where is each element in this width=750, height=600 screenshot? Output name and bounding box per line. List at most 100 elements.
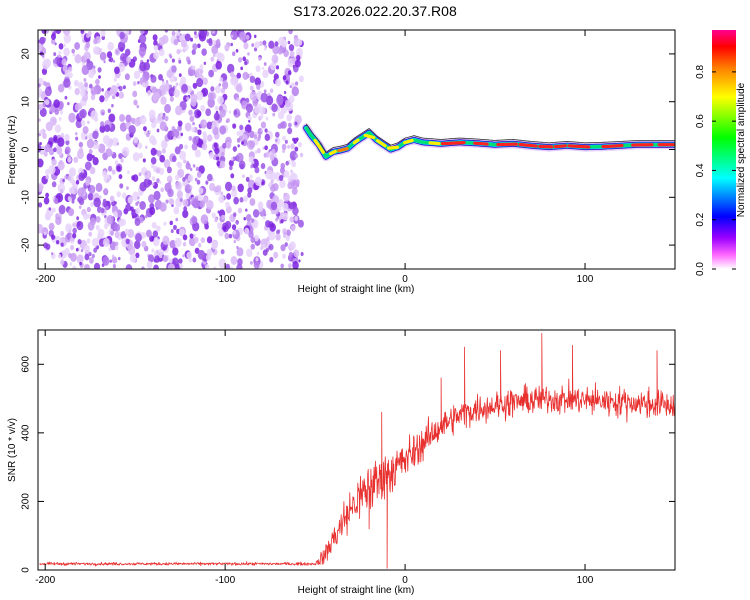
spectrogram-noise-cell: [133, 99, 138, 106]
spectrogram-noise-cell: [239, 31, 247, 41]
spectrogram-noise-cell: [74, 79, 79, 87]
spectrogram-noise-cell: [170, 229, 174, 234]
spectrogram-noise-cell: [68, 112, 76, 123]
spectrogram-noise-cell: [91, 237, 99, 247]
spectrogram-noise-cell: [85, 179, 90, 186]
spectrogram-noise-cell: [238, 57, 243, 63]
spectrogram-noise-cell: [247, 115, 251, 120]
colorbar-tick-label: 0.6: [695, 114, 706, 128]
spectrogram-noise-cell: [186, 96, 190, 101]
spectrogram-noise-cell: [51, 181, 57, 188]
spectrogram-noise-cell: [235, 97, 239, 101]
spectrogram-noise-cell: [61, 58, 67, 66]
spectrogram-noise-cell: [38, 42, 43, 51]
spectrogram-noise-cell: [148, 194, 155, 204]
spectrogram-noise-cell: [58, 116, 62, 121]
spectrogram-noise-cell: [197, 129, 202, 136]
spectrogram-noise-cell: [264, 128, 268, 133]
colorbar-tick-label: 0.4: [695, 163, 706, 177]
snr-ytick-label: 400: [21, 424, 32, 441]
spectrogram-noise-cell: [224, 44, 230, 52]
spectrogram-noise-cell: [74, 103, 81, 111]
spectrogram-noise-cell: [253, 261, 260, 269]
spectrogram-noise-cell: [120, 158, 124, 163]
spectrogram-noise-cell: [44, 99, 50, 106]
spectrogram-ytick-label: 20: [21, 48, 32, 60]
spectrogram-noise-cell: [235, 221, 239, 225]
spectrogram-noise-cell: [92, 156, 99, 166]
spectrogram-noise-cell: [105, 200, 111, 208]
spectrogram-noise-cell: [198, 187, 204, 195]
spectrogram-noise-cell: [38, 144, 42, 153]
spectrogram-noise-cell: [220, 249, 225, 255]
spectrogram-track-peak: [518, 142, 538, 148]
spectrogram-noise-cell: [57, 253, 62, 259]
spectrogram-noise-cell: [159, 202, 167, 212]
spectrogram-noise-cell: [151, 248, 155, 253]
spectrogram-noise-cell: [121, 192, 127, 199]
spectrogram-noise-cell: [191, 216, 198, 225]
spectrogram-noise-cell: [68, 230, 72, 234]
spectrogram-noise-cell: [95, 182, 103, 193]
spectrogram-noise-cell: [116, 165, 121, 172]
spectrogram-noise-cell: [146, 261, 153, 269]
spectrogram-noise-cell: [224, 232, 230, 240]
spectrogram-noise-cell: [84, 253, 90, 261]
spectrogram-noise-cell: [111, 104, 114, 108]
spectrogram-noise-cell: [150, 157, 157, 165]
spectrogram-noise-cell: [144, 214, 148, 219]
spectrogram-noise-cell: [236, 245, 239, 249]
spectrogram-noise-cell: [221, 151, 225, 157]
colorbar-label: Normalized spectral amplitude: [736, 82, 747, 217]
spectrogram-noise-cell: [109, 241, 117, 251]
spectrogram-noise-cell: [287, 40, 291, 45]
spectrogram-noise-cell: [139, 30, 145, 35]
spectrogram-noise-cell: [300, 251, 304, 256]
spectrogram-noise-cell: [56, 146, 63, 155]
spectrogram-xtick-label: 100: [577, 274, 594, 285]
spectrogram-noise-cell: [164, 103, 171, 114]
spectrogram-noise-cell: [171, 65, 177, 73]
spectrogram-noise-cell: [71, 199, 75, 204]
spectrogram-noise-cell: [110, 230, 115, 236]
spectrogram-noise-cell: [242, 71, 249, 81]
spectrogram-noise-cell: [294, 215, 299, 222]
spectrogram-noise-cell: [161, 78, 165, 82]
spectrogram-noise-cell: [199, 200, 206, 208]
spectrogram-noise-cell: [248, 230, 254, 239]
spectrogram-noise-cell: [72, 222, 76, 228]
spectrogram-noise-cell: [88, 132, 94, 141]
spectrogram-noise-cell: [111, 169, 116, 175]
spectrogram-noise-cell: [53, 136, 58, 143]
spectrogram-noise-cell: [119, 114, 126, 122]
spectrogram-noise-cell: [138, 152, 144, 159]
spectrogram-noise-cell: [184, 33, 191, 42]
spectrogram-noise-cell: [108, 113, 116, 123]
spectrogram-noise-cell: [153, 118, 159, 125]
spectrogram-noise-cell: [291, 86, 299, 97]
spectrogram-noise-cell: [230, 256, 238, 265]
spectrogram-noise-cell: [163, 221, 167, 226]
spectrogram-noise-cell: [180, 132, 184, 137]
spectrogram-noise-cell: [193, 233, 196, 238]
spectrogram-noise-cell: [179, 150, 187, 161]
spectrogram-noise-cell: [74, 87, 80, 96]
spectrogram-noise-cell: [208, 40, 213, 47]
spectrogram-noise-cell: [239, 124, 244, 130]
spectrogram-ytick-label: 0: [21, 146, 32, 152]
spectrogram-noise-cell: [118, 91, 125, 99]
spectrogram-noise-cell: [119, 31, 125, 40]
spectrogram-noise-cell: [246, 248, 253, 258]
spectrogram-noise-cell: [58, 205, 66, 215]
spectrogram-noise-cell: [204, 264, 210, 269]
spectrogram-noise-cell: [79, 261, 82, 266]
spectrogram-noise-cell: [48, 86, 52, 91]
spectrogram-noise-cell: [203, 120, 207, 126]
spectrogram-noise-cell: [275, 138, 278, 142]
spectrogram-noise-cell: [250, 164, 254, 169]
spectrogram-noise-cell: [252, 99, 259, 107]
spectrogram-noise-cell: [57, 160, 65, 171]
spectrogram-noise-cell: [219, 77, 224, 83]
spectrogram-noise-cell: [277, 48, 283, 55]
